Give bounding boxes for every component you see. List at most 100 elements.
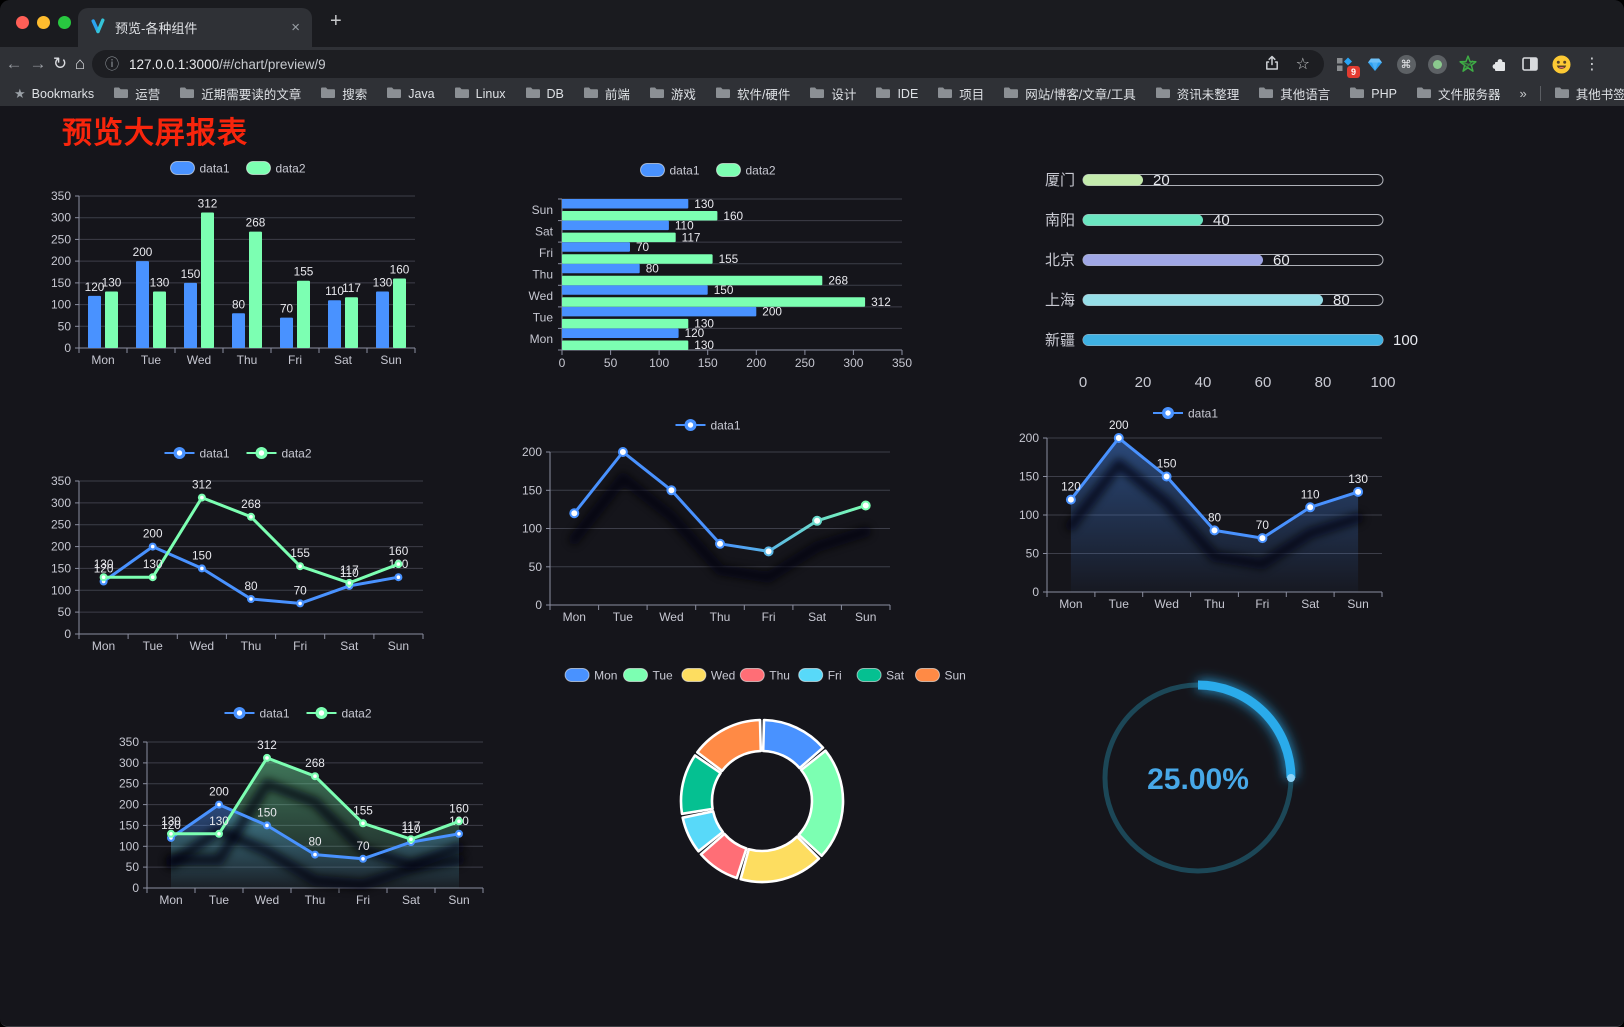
bookmark-folder[interactable]: 其他语言 [1258, 84, 1330, 103]
window-close-button[interactable] [16, 16, 29, 29]
svg-text:南阳: 南阳 [1045, 212, 1075, 229]
svg-text:20: 20 [1135, 374, 1152, 391]
svg-text:Thu: Thu [1204, 597, 1225, 611]
bookmark-folder[interactable]: Java [386, 86, 435, 102]
other-bookmarks-item[interactable]: 其他书签 [1554, 84, 1624, 103]
svg-text:150: 150 [257, 805, 277, 819]
svg-text:250: 250 [51, 232, 71, 246]
bookmarks-overflow-button[interactable]: » [1519, 86, 1527, 101]
svg-text:80: 80 [232, 297, 246, 311]
svg-text:250: 250 [119, 777, 139, 791]
forward-button[interactable]: → [29, 54, 47, 73]
svg-text:80: 80 [308, 835, 322, 849]
svg-text:Sun: Sun [1347, 597, 1368, 611]
chart-progress-bars[interactable]: 厦门 20 南阳 40 北京 60 上海 80 新疆 100 0 20 40 60 80 100 [990, 150, 1418, 392]
chart-two-series-area[interactable]: 0 50 100 150 200 250 300 350 Mon Tue Wed Thu Fri Sat S… [105, 690, 495, 915]
svg-text:Fri: Fri [1255, 597, 1269, 611]
svg-text:155: 155 [719, 252, 739, 266]
svg-text:100: 100 [522, 522, 542, 536]
chart-area-line[interactable]: 0 50 100 150 200 Mon Tue Wed Thu Fri Sat Sun 120 200 1… [980, 385, 1395, 615]
svg-text:300: 300 [119, 756, 139, 770]
gem-extension-icon[interactable] [1365, 54, 1385, 74]
window-minimize-button[interactable] [37, 16, 50, 29]
site-info-icon[interactable]: ⓘ [105, 56, 119, 72]
home-button[interactable]: ⌂ [74, 54, 86, 73]
svg-text:117: 117 [342, 281, 361, 295]
bookmark-folder[interactable]: 前端 [583, 84, 630, 103]
svg-text:Wed: Wed [255, 893, 279, 907]
svg-text:80: 80 [1208, 510, 1222, 524]
svg-text:155: 155 [294, 265, 314, 279]
green-star-extension-icon[interactable] [1458, 54, 1478, 74]
svg-text:0: 0 [132, 881, 139, 895]
svg-text:Wed: Wed [190, 639, 214, 653]
bookmark-folder[interactable]: 网站/博客/文章/工具 [1003, 84, 1136, 103]
share-icon[interactable] [1264, 55, 1280, 74]
svg-text:200: 200 [51, 540, 71, 554]
svg-text:80: 80 [1333, 292, 1350, 309]
svg-text:130: 130 [694, 317, 714, 331]
browser-tab[interactable]: 预览-各种组件 × [78, 8, 312, 47]
folder-icon [113, 86, 129, 102]
svg-text:50: 50 [58, 319, 72, 333]
svg-text:Sat: Sat [340, 639, 359, 653]
bookmark-folder[interactable]: 文件服务器 [1416, 84, 1500, 103]
chart-donut[interactable]: Mon Tue Wed Thu Fri Sat Sun [560, 655, 970, 890]
chart-gradient-line[interactable]: 0 50 100 150 200 Mon Tue Wed Thu Fri Sat Sun data1 [500, 400, 920, 628]
svg-text:70: 70 [1256, 518, 1270, 532]
bookmark-folder[interactable]: 游戏 [649, 84, 696, 103]
address-bar[interactable]: ⓘ 127.0.0.1:3000/#/chart/preview/9 ☆ [92, 50, 1324, 78]
bookmarks-bar: ★ Bookmarks 运营 近期需要读的文章 搜索 Java Linux DB 前端 游戏软… [0, 81, 1624, 106]
svg-text:117: 117 [402, 819, 421, 833]
svg-text:Mon: Mon [91, 353, 114, 367]
back-button[interactable]: ← [5, 54, 23, 73]
bookmark-folder[interactable]: IDE [875, 86, 918, 102]
bookmark-folder[interactable]: 运营 [113, 84, 160, 103]
tab-title: 预览-各种组件 [115, 21, 198, 36]
chart-gauge[interactable]: 25.00% [1100, 677, 1300, 882]
svg-text:110: 110 [325, 284, 344, 298]
bookmark-folder[interactable]: Linux [454, 86, 506, 102]
svg-text:data2: data2 [746, 164, 776, 178]
bookmark-folder[interactable]: 搜索 [320, 84, 367, 103]
recorder-extension-icon[interactable] [1427, 54, 1447, 74]
svg-text:150: 150 [51, 276, 71, 290]
svg-text:Mon: Mon [159, 893, 182, 907]
svg-text:160: 160 [389, 544, 409, 558]
window-zoom-button[interactable] [58, 16, 71, 29]
bookmark-folder[interactable]: 近期需要读的文章 [179, 84, 301, 103]
folder-icon [1416, 86, 1432, 102]
chart-horizontal-bar[interactable]: 0 50 100 150 200 250 300 350 Mon 120 130 Tue 200 130 W… [500, 150, 920, 378]
new-tab-button[interactable]: + [330, 10, 342, 32]
tab-manager-extension-icon[interactable]: 9 [1334, 54, 1360, 78]
chart-grouped-bar[interactable]: 0 50 100 150 200 250 300 350 Mon Tue Wed Thu Fri Sat S… [45, 150, 435, 375]
bookmark-star-icon[interactable]: ☆ [1295, 56, 1310, 73]
reload-button[interactable]: ↻ [52, 54, 68, 73]
chart-two-series-line[interactable]: 0 50 100 150 200 250 300 350 Mon Tue Wed Thu Fri Sat S… [45, 420, 435, 660]
svg-text:Wed: Wed [187, 353, 211, 367]
svg-text:150: 150 [51, 561, 71, 575]
emoji-extension-icon[interactable] [1551, 54, 1571, 74]
svg-text:Sun: Sun [448, 893, 469, 907]
bookmark-folder[interactable]: 资讯未整理 [1155, 84, 1239, 103]
bookmarks-tail: » 其他书签 [1519, 84, 1624, 103]
svg-text:20: 20 [1153, 172, 1170, 189]
svg-text:70: 70 [636, 240, 650, 254]
extensions-puzzle-icon[interactable] [1489, 54, 1509, 74]
bookmark-folder[interactable]: 项目 [937, 84, 984, 103]
svg-text:Thu: Thu [710, 610, 731, 624]
dark-mode-extension-icon[interactable] [1520, 54, 1540, 74]
tab-close-icon[interactable]: × [291, 19, 300, 36]
command-extension-icon[interactable]: ⌘ [1396, 54, 1416, 74]
bookmark-folder[interactable]: 软件/硬件 [715, 84, 790, 103]
svg-text:data1: data1 [1188, 407, 1218, 421]
bookmarks-root-item[interactable]: ★ Bookmarks [14, 86, 94, 102]
bookmark-folder[interactable]: 设计 [809, 84, 856, 103]
page-title: 预览大屏报表 [62, 117, 248, 150]
svg-text:0: 0 [64, 627, 71, 641]
bookmark-folder[interactable]: PHP [1349, 86, 1397, 102]
bookmark-folder[interactable]: DB [525, 86, 564, 102]
browser-menu-icon[interactable]: ⋮ [1584, 56, 1600, 73]
svg-text:100: 100 [51, 583, 71, 597]
